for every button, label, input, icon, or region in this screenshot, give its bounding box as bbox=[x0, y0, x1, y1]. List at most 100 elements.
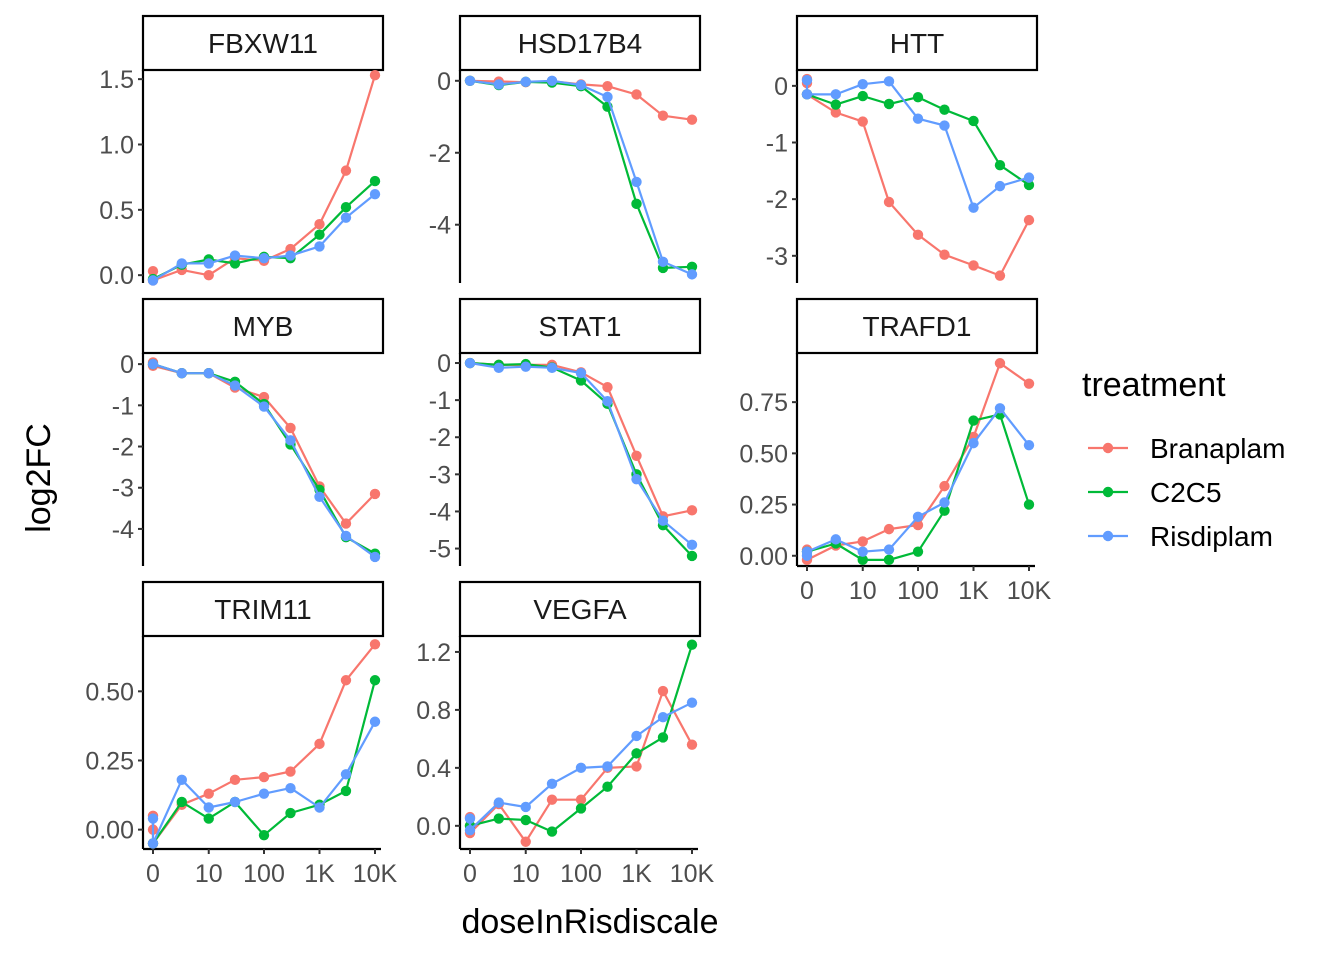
data-point bbox=[602, 761, 613, 772]
data-point bbox=[657, 732, 669, 743]
data-point bbox=[801, 89, 813, 100]
data-point bbox=[1023, 499, 1035, 510]
data-point bbox=[830, 534, 841, 545]
data-point bbox=[147, 275, 159, 286]
y-tick-label: 0 bbox=[120, 351, 134, 379]
data-point bbox=[857, 116, 868, 127]
data-point bbox=[686, 539, 698, 551]
data-point bbox=[801, 546, 813, 557]
data-point bbox=[883, 196, 895, 208]
data-point bbox=[686, 697, 698, 708]
data-point bbox=[1023, 179, 1035, 191]
y-tick-label: 0.25 bbox=[85, 747, 134, 775]
x-tick-label: 0 bbox=[146, 860, 160, 888]
data-point bbox=[857, 554, 868, 566]
data-point bbox=[340, 675, 352, 686]
data-point bbox=[939, 120, 950, 131]
data-point bbox=[520, 76, 531, 88]
data-point bbox=[686, 505, 698, 516]
x-tick-label: 10K bbox=[353, 860, 398, 888]
data-point bbox=[464, 824, 476, 836]
data-point bbox=[575, 367, 587, 379]
data-point bbox=[994, 270, 1006, 281]
data-point bbox=[493, 797, 504, 808]
data-point bbox=[575, 375, 587, 386]
data-point bbox=[631, 761, 642, 772]
y-tick-label: -2 bbox=[429, 140, 451, 168]
data-point bbox=[285, 807, 296, 819]
facet-panel-htt: HTT 0 -1 -2 -3 bbox=[766, 14, 1039, 283]
data-point bbox=[285, 250, 296, 261]
y-tick-label: -3 bbox=[429, 461, 451, 489]
data-point bbox=[520, 814, 531, 826]
data-point bbox=[314, 218, 325, 230]
data-point bbox=[912, 91, 924, 103]
facet-strip bbox=[141, 297, 385, 355]
x-tick-label: 0 bbox=[463, 860, 477, 888]
data-point bbox=[147, 813, 159, 824]
facet-strip-label: MYB bbox=[233, 311, 294, 342]
y-tick-label: 0.8 bbox=[416, 697, 451, 725]
data-point bbox=[602, 396, 613, 407]
facet-strip bbox=[795, 297, 1039, 355]
series-c2c5 bbox=[464, 75, 698, 274]
series-line bbox=[806, 93, 1030, 186]
y-tick-label: 1.2 bbox=[416, 639, 451, 667]
data-point bbox=[369, 70, 381, 81]
data-point bbox=[939, 249, 950, 260]
data-point bbox=[340, 212, 352, 223]
x-tick-label: 1K bbox=[958, 577, 989, 605]
data-point bbox=[830, 99, 841, 110]
data-point bbox=[258, 788, 270, 799]
data-point bbox=[340, 769, 352, 780]
legend-label: Risdiplam bbox=[1150, 521, 1273, 552]
data-point bbox=[340, 785, 352, 797]
data-point bbox=[285, 782, 296, 794]
data-point bbox=[857, 90, 868, 102]
data-point bbox=[520, 361, 531, 372]
data-point bbox=[340, 165, 352, 176]
data-point bbox=[493, 79, 504, 90]
data-point bbox=[994, 358, 1006, 369]
facet-panel-vegfa: VEGFA 0.0 0.4 0.8 1.2 0 10 100 1K 10K bbox=[416, 580, 715, 888]
facet-strip-label: STAT1 bbox=[539, 311, 622, 342]
x-tick-label: 10 bbox=[512, 860, 540, 888]
data-point bbox=[176, 258, 187, 269]
data-point bbox=[657, 515, 669, 526]
y-tick-label: 0.00 bbox=[739, 543, 788, 571]
y-tick-label: 0 bbox=[437, 350, 451, 378]
facet-panel-trafd1: TRAFD1 0.00 0.25 0.50 0.75 0 10 100 1K 10K bbox=[739, 297, 1052, 605]
data-point bbox=[631, 198, 642, 210]
data-point bbox=[912, 546, 924, 557]
legend-title: treatment bbox=[1082, 366, 1226, 404]
legend-label: C2C5 bbox=[1150, 477, 1222, 508]
x-tick-label: 0 bbox=[800, 577, 814, 605]
series-line bbox=[152, 680, 377, 845]
data-point bbox=[258, 401, 270, 412]
data-point bbox=[314, 738, 325, 750]
data-point bbox=[340, 202, 352, 213]
facet-panel-fbxw11: FBXW11 0.0 0.5 1.0 1.5 bbox=[99, 14, 385, 290]
data-point bbox=[1023, 214, 1035, 226]
data-point bbox=[464, 813, 476, 824]
legend-item-branaplam: Branaplam bbox=[1088, 433, 1285, 464]
series-c2c5 bbox=[147, 358, 381, 559]
facet-strip-label: HSD17B4 bbox=[518, 28, 643, 59]
facet-strip bbox=[458, 14, 702, 72]
x-tick-label: 1K bbox=[621, 860, 652, 888]
legend-item-c2c5: C2C5 bbox=[1088, 477, 1222, 508]
data-point bbox=[830, 89, 841, 100]
series-line bbox=[805, 79, 1030, 277]
series-line bbox=[469, 79, 693, 276]
legend-label: Branaplam bbox=[1150, 433, 1285, 464]
data-point bbox=[314, 491, 325, 502]
data-point bbox=[176, 774, 187, 786]
facet-strip bbox=[458, 580, 702, 638]
data-point bbox=[546, 794, 558, 805]
data-point bbox=[464, 75, 476, 86]
x-tick-label: 10 bbox=[195, 860, 223, 888]
data-point bbox=[883, 76, 895, 87]
data-point bbox=[912, 113, 924, 124]
data-point bbox=[258, 252, 270, 264]
facet-panel-trim11: TRIM11 0.00 0.25 0.50 0 10 100 1K 10K bbox=[85, 580, 398, 888]
